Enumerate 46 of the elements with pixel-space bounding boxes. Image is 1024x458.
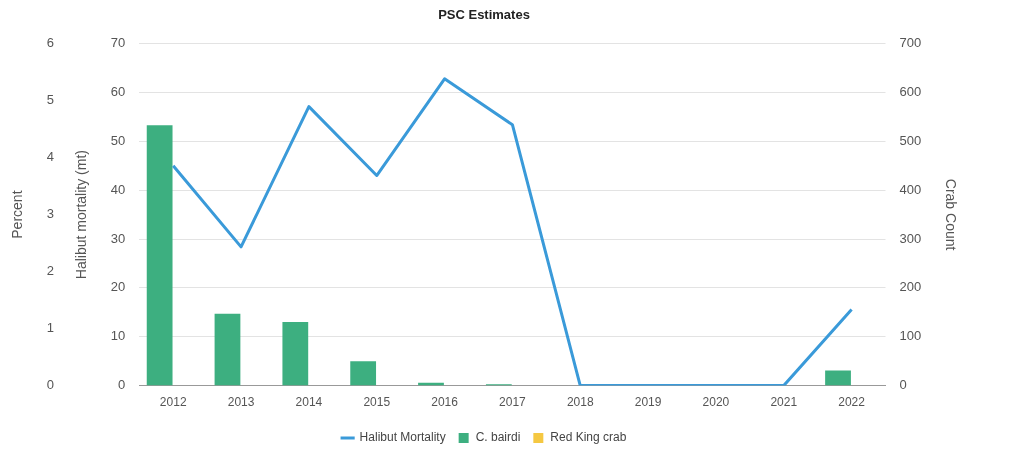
x-tick-label: 2019 <box>634 395 662 410</box>
x-tick-label: 2017 <box>499 395 527 410</box>
y3-tick-label: 3 <box>46 206 55 222</box>
bar <box>825 370 851 386</box>
x-tick-label: 2018 <box>566 395 594 410</box>
x-tick-label: 2016 <box>431 395 459 410</box>
y2-tick-label: 300 <box>899 230 922 246</box>
y3-tick-label: 1 <box>46 320 55 336</box>
y-tick-label: 30 <box>110 230 126 246</box>
y2-tick-label: 100 <box>899 328 922 344</box>
y2-tick-label: 600 <box>899 84 922 100</box>
bar <box>282 322 309 386</box>
y-tick-label: 40 <box>110 181 126 197</box>
y-axis-title: Halibut mortality (mt) <box>73 150 90 280</box>
x-tick-label: 2015 <box>363 395 391 410</box>
y2-tick-label: 500 <box>899 132 922 148</box>
x-tick-label: 2020 <box>702 395 730 410</box>
legend-label: C. bairdi <box>475 430 521 445</box>
y3-tick-label: 5 <box>46 92 55 108</box>
x-tick-label: 2014 <box>295 395 323 410</box>
y2-tick-label: 400 <box>899 181 922 197</box>
bar <box>146 125 173 386</box>
y2-tick-label: 700 <box>899 35 922 51</box>
y-tick-label: 20 <box>110 279 126 295</box>
x-tick-label: 2012 <box>159 395 187 410</box>
y-tick-label: 0 <box>118 377 126 393</box>
bar <box>350 361 377 386</box>
y3-axis-title: Percent <box>9 190 26 239</box>
y2-tick-label: 200 <box>899 279 922 295</box>
y-tick-label: 70 <box>110 35 126 51</box>
x-tick-label: 2021 <box>770 395 798 410</box>
bar <box>214 313 241 386</box>
y3-tick-label: 4 <box>46 149 55 165</box>
y2-tick-label: 0 <box>899 377 907 393</box>
x-tick-label: 2022 <box>838 395 866 410</box>
y3-tick-label: 0 <box>46 377 55 393</box>
legend-label: Red King crab <box>550 430 627 445</box>
x-tick-label: 2013 <box>227 395 255 410</box>
chart-title: PSC Estimates <box>438 7 530 23</box>
y-tick-label: 50 <box>110 132 126 148</box>
y3-tick-label: 6 <box>46 35 55 51</box>
y2-axis-title: Crab Count <box>942 178 959 251</box>
y-tick-label: 60 <box>110 84 126 100</box>
y3-tick-label: 2 <box>46 263 55 279</box>
legend-label: Halibut Mortality <box>359 430 446 445</box>
y-tick-label: 10 <box>110 328 126 344</box>
